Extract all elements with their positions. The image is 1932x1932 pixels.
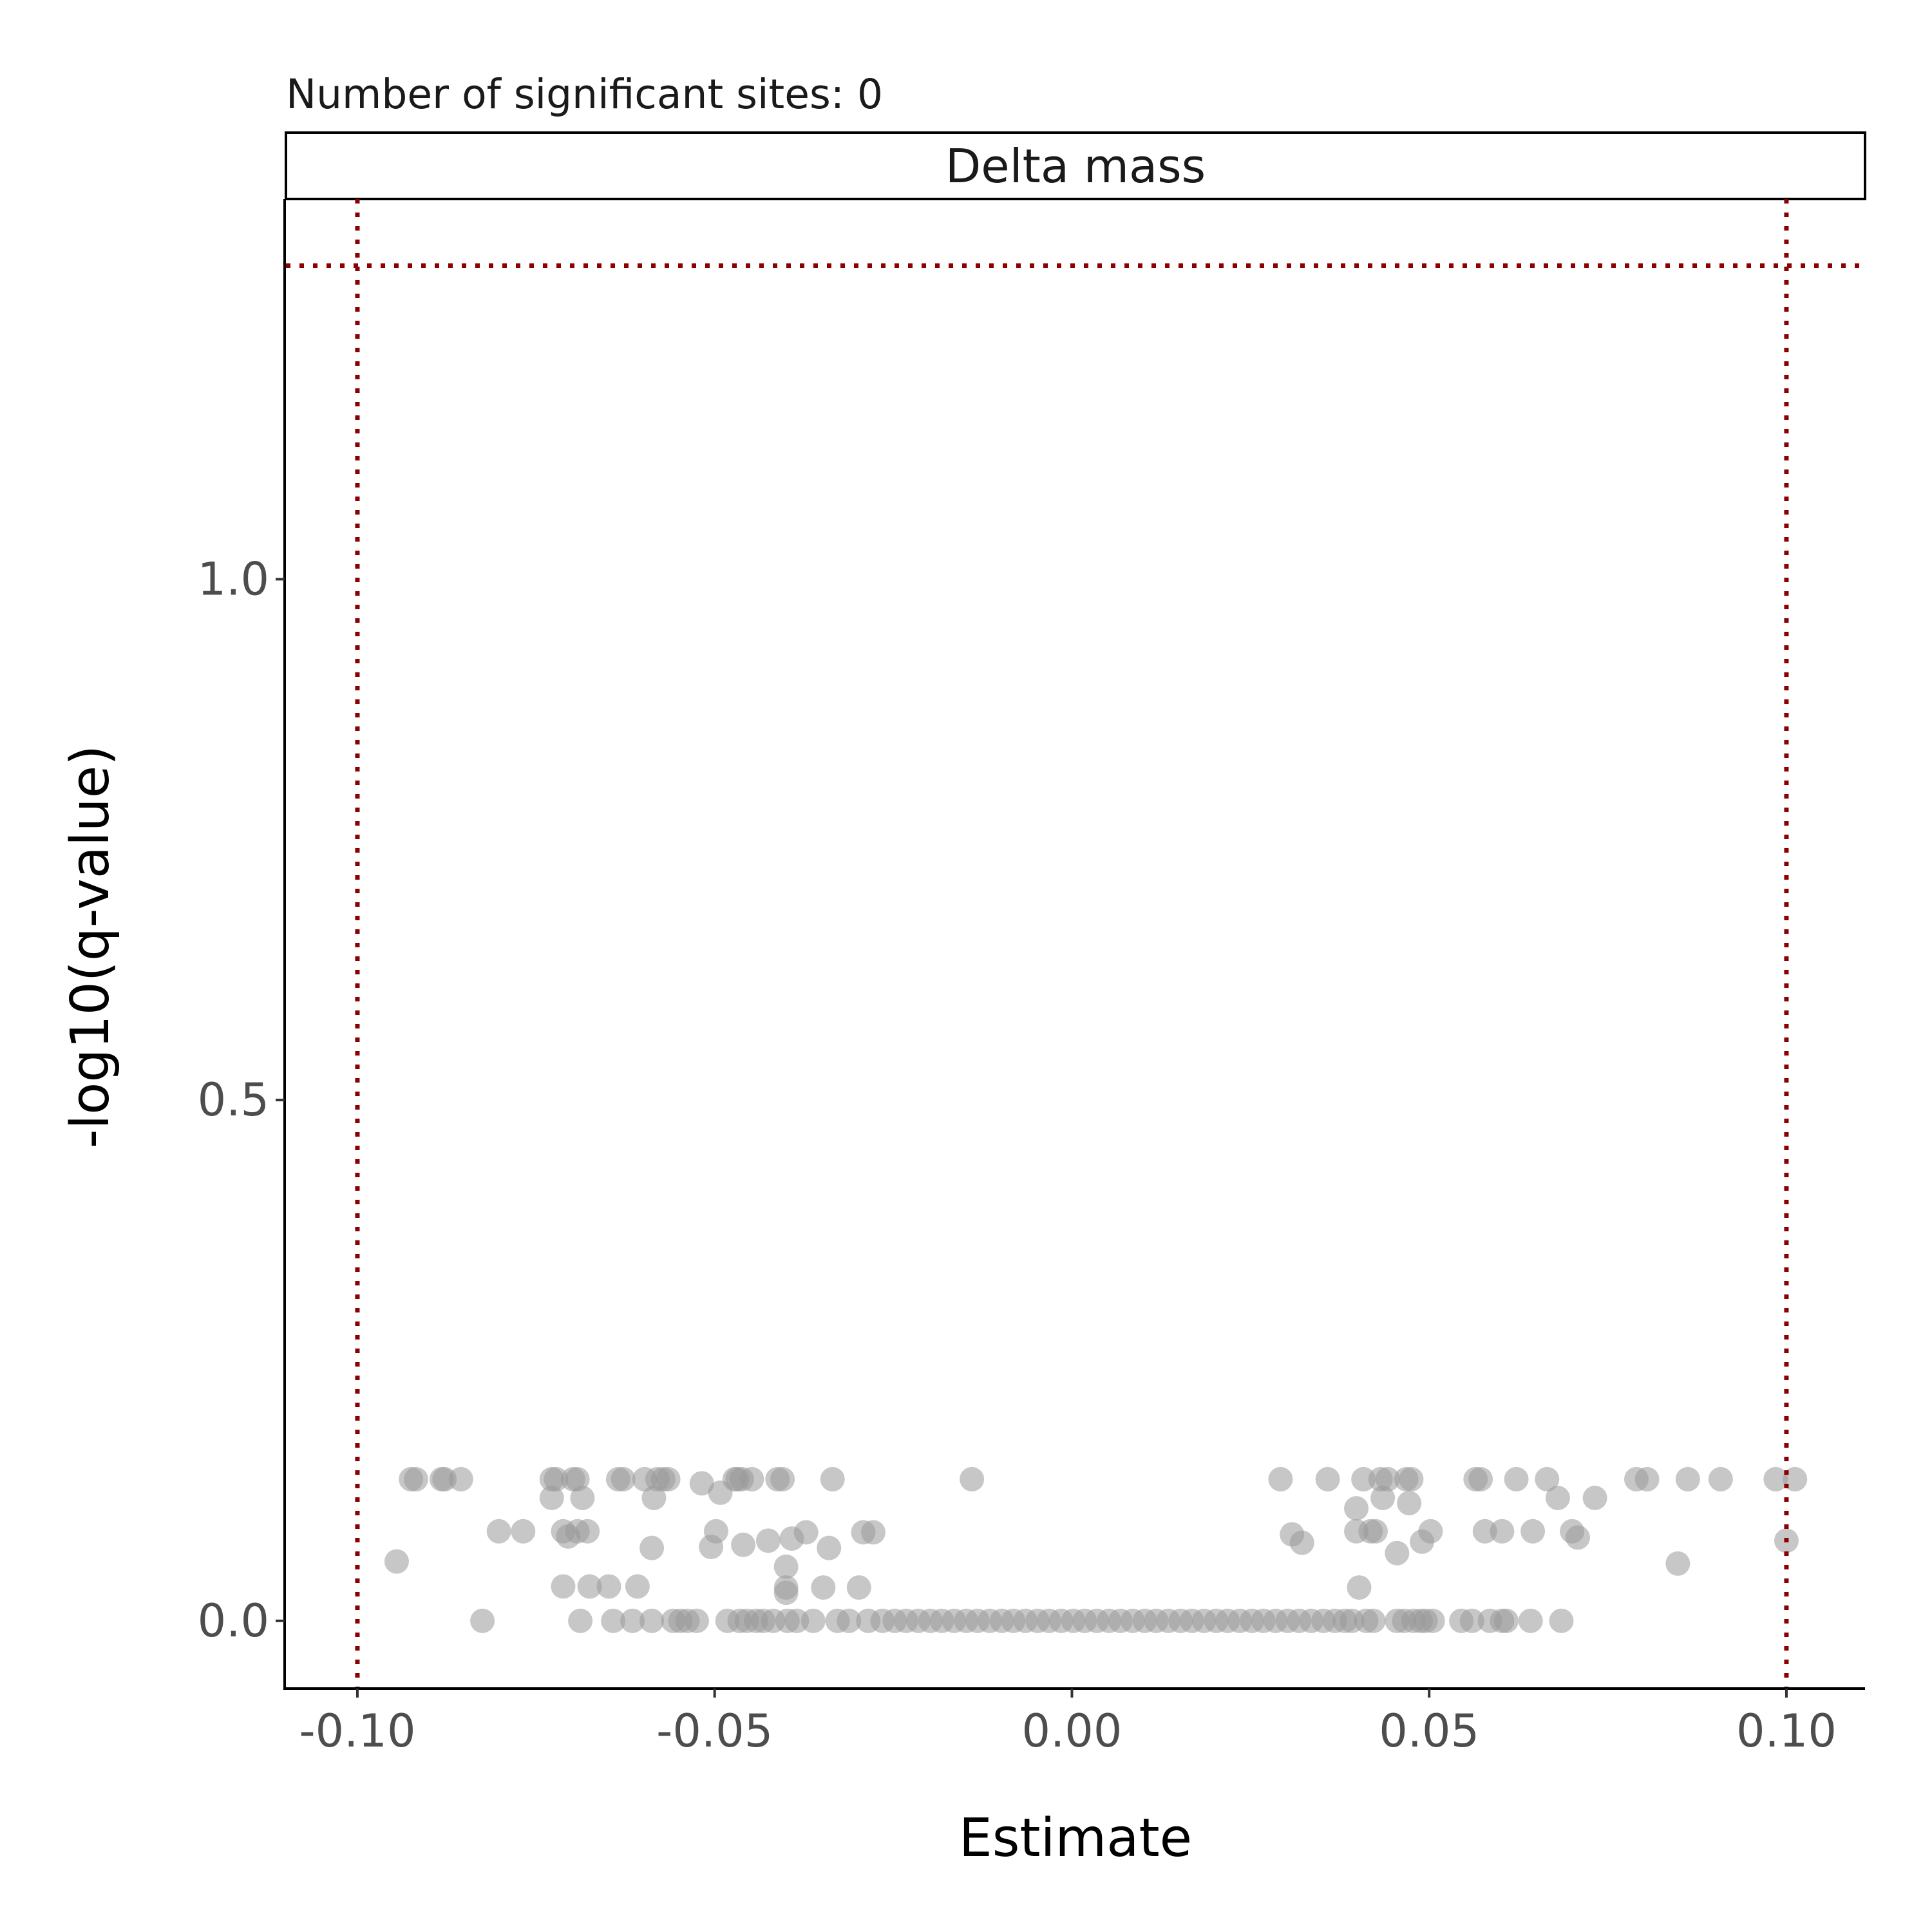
data-point [817, 1535, 842, 1560]
x-tick-label: -0.05 [656, 1705, 773, 1757]
data-point [837, 1608, 862, 1633]
data-point [384, 1549, 409, 1574]
data-point [570, 1486, 595, 1511]
data-point [1399, 1466, 1424, 1492]
x-axis-ticks: -0.10 -0.05 0.00 0.05 0.10 [299, 1689, 1837, 1757]
data-points [384, 1466, 1808, 1633]
x-axis-title: Estimate [959, 1808, 1192, 1869]
data-point [1582, 1486, 1607, 1511]
data-point [755, 1528, 781, 1553]
data-point [551, 1574, 576, 1599]
data-point [960, 1466, 985, 1492]
y-tick-label: 0.0 [198, 1595, 269, 1647]
data-point [1370, 1486, 1396, 1511]
data-point [731, 1532, 756, 1557]
data-point [1361, 1608, 1386, 1633]
data-point [575, 1519, 600, 1544]
data-point [1375, 1466, 1400, 1492]
x-tick-label: -0.10 [299, 1705, 415, 1757]
data-point [1472, 1519, 1497, 1544]
data-point [1420, 1608, 1445, 1633]
chart-title: Number of significant sites: 0 [286, 71, 883, 118]
data-point [1763, 1466, 1788, 1492]
data-point [544, 1466, 569, 1492]
data-point [568, 1608, 593, 1633]
data-point [770, 1466, 795, 1492]
reference-lines [286, 199, 1865, 1689]
data-point [689, 1471, 714, 1496]
facet-strip [285, 131, 1866, 200]
data-point [739, 1466, 764, 1492]
data-point [596, 1574, 621, 1599]
y-axis-ticks: 0.0 0.5 1.0 [198, 553, 285, 1647]
data-point [1565, 1525, 1590, 1550]
data-point [846, 1575, 871, 1600]
data-point [1545, 1486, 1570, 1511]
data-point [1634, 1466, 1660, 1492]
data-point [1708, 1466, 1733, 1492]
data-point [539, 1486, 564, 1511]
data-point [793, 1520, 819, 1545]
data-point [486, 1519, 511, 1544]
data-point [1397, 1491, 1422, 1516]
data-point [1385, 1540, 1410, 1566]
data-point [1535, 1466, 1560, 1492]
data-point [403, 1466, 428, 1492]
y-tick-label: 0.5 [198, 1074, 269, 1126]
data-point [1418, 1519, 1443, 1544]
data-point [1518, 1608, 1543, 1633]
data-point [1494, 1608, 1519, 1633]
data-point [625, 1574, 650, 1599]
data-point [773, 1554, 799, 1579]
data-point [639, 1535, 665, 1560]
data-point [1675, 1466, 1700, 1492]
x-tick-label: 0.10 [1736, 1705, 1837, 1757]
data-point [620, 1608, 645, 1633]
data-point [611, 1466, 636, 1492]
data-point [820, 1466, 845, 1492]
data-point [1351, 1466, 1376, 1492]
data-point [639, 1608, 665, 1633]
data-point [470, 1608, 495, 1633]
data-point [511, 1519, 536, 1544]
data-point [684, 1608, 709, 1633]
y-axis-title: -log10(q-value) [60, 745, 121, 1148]
data-point [448, 1466, 473, 1492]
data-point [577, 1574, 602, 1599]
data-point [703, 1519, 728, 1544]
data-point [1363, 1519, 1388, 1544]
data-point [641, 1486, 667, 1511]
data-point [861, 1520, 886, 1545]
data-point [1344, 1496, 1369, 1521]
data-point [656, 1466, 681, 1492]
data-point [1289, 1530, 1314, 1555]
x-tick-label: 0.00 [1022, 1705, 1122, 1757]
x-tick-label: 0.05 [1379, 1705, 1479, 1757]
data-point [1504, 1466, 1529, 1492]
data-point [773, 1580, 799, 1605]
data-point [1665, 1551, 1690, 1576]
data-point [811, 1575, 836, 1600]
data-point [601, 1608, 626, 1633]
facet-strip-label: Delta mass [945, 139, 1206, 193]
data-point [1347, 1575, 1372, 1600]
data-point [1268, 1466, 1293, 1492]
data-point [1468, 1466, 1493, 1492]
data-point [1783, 1466, 1808, 1492]
data-point [1459, 1608, 1484, 1633]
y-tick-label: 1.0 [198, 553, 269, 605]
data-point [1549, 1608, 1574, 1633]
data-point [1315, 1466, 1340, 1492]
data-point [1490, 1519, 1515, 1544]
data-point [565, 1466, 590, 1492]
data-point [800, 1608, 826, 1633]
data-point [1520, 1519, 1546, 1544]
